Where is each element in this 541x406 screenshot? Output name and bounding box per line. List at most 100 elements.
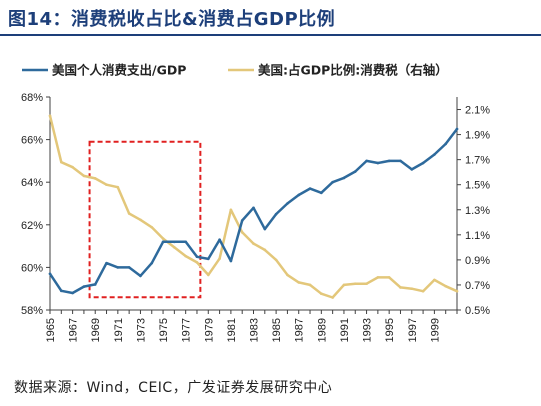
left-tick-label: 68% <box>21 92 43 104</box>
consumption-point <box>263 227 267 231</box>
x-tick-label: 1995 <box>384 318 396 342</box>
x-tick-label: 1987 <box>294 318 306 342</box>
excise-tax-point <box>308 283 312 287</box>
right-tick-label: 1.7% <box>465 155 490 167</box>
consumption-point <box>286 202 289 205</box>
excise-tax-point <box>218 257 221 260</box>
consumption-point <box>455 127 459 131</box>
consumption-point <box>161 240 165 244</box>
consumption-point <box>365 159 368 163</box>
excise-tax-point <box>139 218 142 222</box>
left-tick-label: 66% <box>21 135 43 147</box>
legend: 美国个人消费支出/GDP 美国:占GDP比例:消费税（右轴） <box>22 63 448 78</box>
x-tick-label: 1977 <box>181 318 193 342</box>
title-underline <box>0 34 541 36</box>
legend-label-excise-tax: 美国:占GDP比例:消费税（右轴） <box>258 63 448 78</box>
consumption-point <box>127 266 131 269</box>
x-tick-label: 1983 <box>249 318 261 342</box>
right-tick-label: 0.5% <box>465 305 490 317</box>
excise-tax-point <box>399 286 402 289</box>
excise-tax-point <box>410 287 414 291</box>
plot-area <box>48 114 459 299</box>
consumption-point <box>297 193 301 197</box>
consumption-point <box>252 206 255 210</box>
x-tick-label: 1967 <box>68 318 80 342</box>
right-tick-label: 0.7% <box>465 280 490 292</box>
x-tick-label: 1979 <box>203 318 215 342</box>
consumption-point <box>421 161 425 165</box>
consumption-point <box>150 261 154 265</box>
excise-tax-point <box>71 165 74 169</box>
x-tick-label: 1973 <box>135 318 147 342</box>
excise-tax-point <box>60 160 63 164</box>
series-consumption-line <box>48 127 459 295</box>
excise-tax-point <box>93 177 97 180</box>
x-tick-label: 1985 <box>271 318 283 342</box>
excise-tax-point <box>105 183 108 187</box>
consumption-point <box>387 159 391 163</box>
x-tick-label: 1965 <box>45 318 57 342</box>
x-tick-label: 1991 <box>339 318 351 342</box>
excise-tax-point <box>387 276 391 279</box>
consumption-point <box>116 266 120 269</box>
excise-tax-point <box>274 258 278 262</box>
excise-tax-point <box>455 289 459 293</box>
excise-tax-point <box>365 282 368 285</box>
excise-tax-point <box>376 276 380 279</box>
consumption-point <box>195 255 199 259</box>
right-tick-label: 0.9% <box>465 255 490 267</box>
consumption-point <box>139 274 142 278</box>
excise-tax-point <box>444 284 447 288</box>
left-tick-label: 60% <box>21 262 43 274</box>
consumption-point <box>48 272 52 276</box>
title-bar: 图14：消费税收占比&消费占GDP比例 <box>0 0 541 37</box>
consumption-point <box>353 170 357 173</box>
consumption-point <box>60 289 63 293</box>
excise-tax-point <box>286 273 289 277</box>
source-note: 数据来源：Wind，CEIC，广发证券发展研究中心 <box>14 380 333 396</box>
consumption-point <box>308 187 312 190</box>
consumption-point <box>184 240 187 244</box>
x-tick-label: 1997 <box>407 318 419 342</box>
consumption-point <box>331 180 334 184</box>
excise-tax-point <box>353 282 357 285</box>
excise-tax-point <box>127 212 131 215</box>
x-tick-label: 1969 <box>90 318 102 342</box>
excise-tax-point <box>342 283 346 287</box>
excise-tax-point <box>184 254 187 258</box>
consumption-point <box>93 283 97 286</box>
right-tick-label: 2.1% <box>465 105 490 117</box>
right-tick-label: 1.3% <box>465 205 490 217</box>
excise-tax-point <box>421 289 425 293</box>
excise-tax-point <box>297 281 301 284</box>
axes: 58% 60% 62% 64% 66% 68% 0.5% 0.7% 0.9% 1.1% 1.3% 1.… <box>21 92 490 342</box>
consumption-point <box>218 238 221 242</box>
consumption-point <box>376 161 380 165</box>
excise-tax-point <box>161 237 165 240</box>
legend-label-consumption: 美国个人消费支出/GDP <box>52 63 186 78</box>
right-tick-label: 1.5% <box>465 180 490 192</box>
consumption-point <box>240 219 244 222</box>
excise-tax-point <box>331 296 334 299</box>
excise-tax-point <box>252 242 255 245</box>
x-tick-label: 1971 <box>113 318 125 342</box>
excise-tax-point <box>150 226 154 229</box>
left-tick-label: 62% <box>21 220 43 232</box>
highlight-box <box>88 140 202 299</box>
consumption-point <box>433 153 436 156</box>
excise-tax-point <box>263 248 267 252</box>
left-tick-label: 64% <box>21 177 43 189</box>
consumption-point <box>206 257 210 261</box>
x-tick-label: 1999 <box>429 318 441 342</box>
excise-tax-point <box>320 292 323 296</box>
consumption-point <box>71 291 74 295</box>
excise-tax-point <box>229 208 233 212</box>
consumption-point <box>320 191 323 195</box>
left-tick-label: 58% <box>21 305 43 317</box>
right-tick-label: 1.9% <box>465 130 490 142</box>
excise-tax-point <box>82 174 86 178</box>
excise-tax-point <box>240 231 244 234</box>
consumption-point <box>342 176 346 180</box>
excise-tax-point <box>195 261 199 264</box>
consumption-point <box>274 212 278 216</box>
